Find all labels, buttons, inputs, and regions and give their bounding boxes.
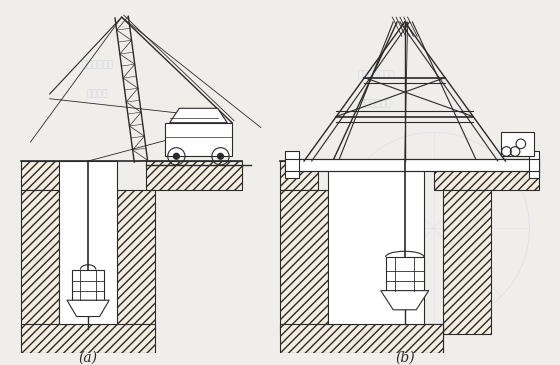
Polygon shape [170, 108, 227, 123]
Circle shape [218, 153, 223, 159]
Polygon shape [381, 291, 429, 310]
Text: 施工质量事故: 施工质量事故 [360, 99, 392, 108]
Text: 地铁施工钻孔: 地铁施工钻孔 [82, 61, 114, 70]
Bar [285, 151, 299, 178]
Bar [529, 151, 539, 178]
Bar [424, 324, 443, 353]
Bar [280, 190, 328, 334]
Bar [501, 132, 534, 156]
Bar [280, 161, 319, 190]
Bar [21, 324, 155, 353]
Text: (a): (a) [78, 350, 97, 365]
Bar [385, 257, 424, 291]
Bar [117, 190, 155, 334]
Bar [59, 161, 117, 324]
Bar [72, 269, 104, 300]
Bar [285, 159, 539, 171]
Text: 掌握钻孔灌注桩: 掌握钻孔灌注桩 [357, 70, 395, 79]
Polygon shape [67, 300, 109, 316]
Bar [165, 123, 232, 156]
Bar [443, 190, 491, 334]
Bar [21, 161, 88, 190]
Circle shape [174, 153, 179, 159]
Text: (b): (b) [395, 350, 414, 365]
Bar [146, 161, 241, 190]
Bar [21, 190, 59, 334]
Bar [433, 161, 539, 190]
Bar [328, 324, 347, 353]
Bar [280, 324, 443, 353]
Text: 桩注浆管: 桩注浆管 [87, 89, 109, 99]
Bar [328, 161, 424, 324]
